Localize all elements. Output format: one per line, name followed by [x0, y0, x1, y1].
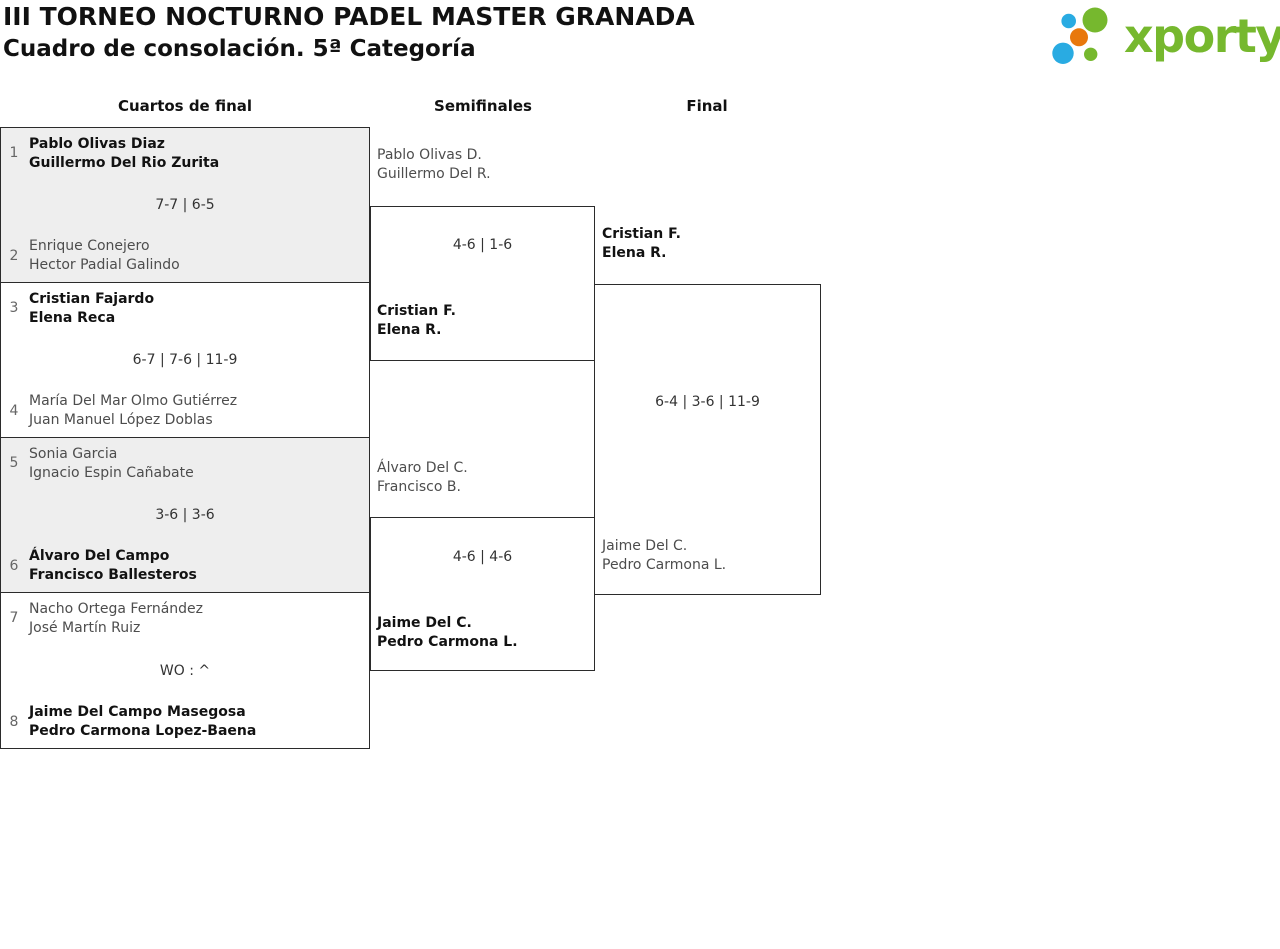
- team-pair: Pablo Olivas D. Guillermo Del R.: [377, 146, 491, 184]
- player-name: Jaime Del C.: [377, 615, 472, 631]
- tournament-title: III TORNEO NOCTURNO PADEL MASTER GRANADA: [3, 2, 695, 31]
- player-name: Cristian F.: [377, 303, 456, 319]
- team-pair: Pablo Olivas Diaz Guillermo Del Rio Zuri…: [29, 135, 219, 173]
- player-name: Elena R.: [602, 245, 667, 261]
- team-pair: Cristian F. Elena R.: [602, 225, 681, 263]
- team-pair: Jaime Del C. Pedro Carmona L.: [377, 614, 518, 652]
- logo-wordmark: xporty: [1124, 9, 1280, 63]
- player-name: Jaime Del Campo Masegosa: [29, 704, 246, 720]
- round-header-cuartos: Cuartos de final: [117, 97, 253, 115]
- player-name: María Del Mar Olmo Gutiérrez: [29, 393, 238, 409]
- quarterfinal-match-2: 3 Cristian Fajardo Elena Reca 6-7 | 7-6 …: [0, 282, 370, 438]
- player-name: Pedro Carmona L.: [377, 634, 518, 650]
- team-pair: Cristian Fajardo Elena Reca: [29, 290, 154, 328]
- player-name: José Martín Ruiz: [29, 620, 141, 636]
- round-header-final: Final: [686, 97, 728, 115]
- quarterfinal-match-3: 5 Sonia Garcia Ignacio Espin Cañabate 3-…: [0, 437, 370, 593]
- player-name: Guillermo Del R.: [377, 166, 491, 182]
- player-name: Ignacio Espin Cañabate: [29, 465, 194, 481]
- match-score: 3-6 | 3-6: [155, 507, 215, 523]
- player-name: Pedro Carmona L.: [602, 557, 727, 573]
- seed-number: 5: [9, 455, 19, 471]
- player-name: Cristian Fajardo: [29, 291, 155, 307]
- team-pair: Jaime Del C. Pedro Carmona L.: [602, 537, 726, 575]
- bracket-subtitle: Cuadro de consolación. 5ª Categoría: [3, 36, 476, 62]
- player-name: Sonia Garcia: [29, 446, 118, 462]
- team-pair: Jaime Del Campo Masegosa Pedro Carmona L…: [29, 703, 256, 741]
- player-name: Jaime Del C.: [602, 538, 688, 554]
- team-pair: Nacho Ortega Fernández José Martín Ruiz: [29, 600, 203, 638]
- team-pair: Álvaro Del Campo Francisco Ballesteros: [29, 547, 197, 585]
- match-score: 6-7 | 7-6 | 11-9: [132, 352, 238, 368]
- semifinal-1-connector-box: [370, 206, 595, 361]
- round-header-semifinales: Semifinales: [434, 97, 532, 115]
- seed-number: 8: [9, 714, 19, 730]
- seed-number: 6: [9, 558, 19, 574]
- match-score: 7-7 | 6-5: [155, 197, 215, 213]
- player-name: Álvaro Del Campo: [29, 548, 170, 564]
- match-score: 4-6 | 1-6: [452, 237, 513, 253]
- match-score: WO : ^: [159, 662, 211, 679]
- player-name: Francisco Ballesteros: [29, 567, 197, 583]
- player-name: Hector Padial Galindo: [29, 257, 180, 273]
- team-pair: Álvaro Del C. Francisco B.: [377, 459, 468, 497]
- player-name: Francisco B.: [377, 479, 461, 495]
- seed-number: 3: [9, 300, 19, 316]
- player-name: Pablo Olivas Diaz: [29, 136, 165, 152]
- player-name: Elena Reca: [29, 310, 116, 326]
- team-pair: Cristian F. Elena R.: [377, 302, 456, 340]
- player-name: Elena R.: [377, 322, 442, 338]
- seed-number: 1: [9, 145, 19, 161]
- player-name: Guillermo Del Rio Zurita: [29, 155, 220, 171]
- quarterfinal-match-4: 7 Nacho Ortega Fernández José Martín Rui…: [0, 592, 370, 749]
- player-name: Pedro Carmona Lopez-Baena: [29, 723, 257, 739]
- player-name: Cristian F.: [602, 226, 681, 242]
- match-score: 4-6 | 4-6: [452, 549, 513, 565]
- player-name: Pablo Olivas D.: [377, 147, 482, 163]
- quarterfinal-match-1: 1 Pablo Olivas Diaz Guillermo Del Rio Zu…: [0, 127, 370, 283]
- player-name: Enrique Conejero: [29, 238, 150, 254]
- seed-number: 4: [9, 403, 19, 419]
- player-name: Álvaro Del C.: [377, 460, 468, 476]
- player-name: Nacho Ortega Fernández: [29, 601, 204, 617]
- team-pair: Enrique Conejero Hector Padial Galindo: [29, 237, 180, 275]
- final-connector-box: [594, 284, 821, 595]
- seed-number: 7: [9, 610, 19, 626]
- player-name: Juan Manuel López Doblas: [29, 412, 213, 428]
- team-pair: Sonia Garcia Ignacio Espin Cañabate: [29, 445, 194, 483]
- team-pair: María Del Mar Olmo Gutiérrez Juan Manuel…: [29, 392, 237, 430]
- seed-number: 2: [9, 248, 19, 264]
- match-score: 6-4 | 3-6 | 11-9: [655, 394, 760, 410]
- logo-dot-cluster-icon: [1052, 7, 1108, 64]
- xporty-logo: xporty: [1046, 4, 1280, 74]
